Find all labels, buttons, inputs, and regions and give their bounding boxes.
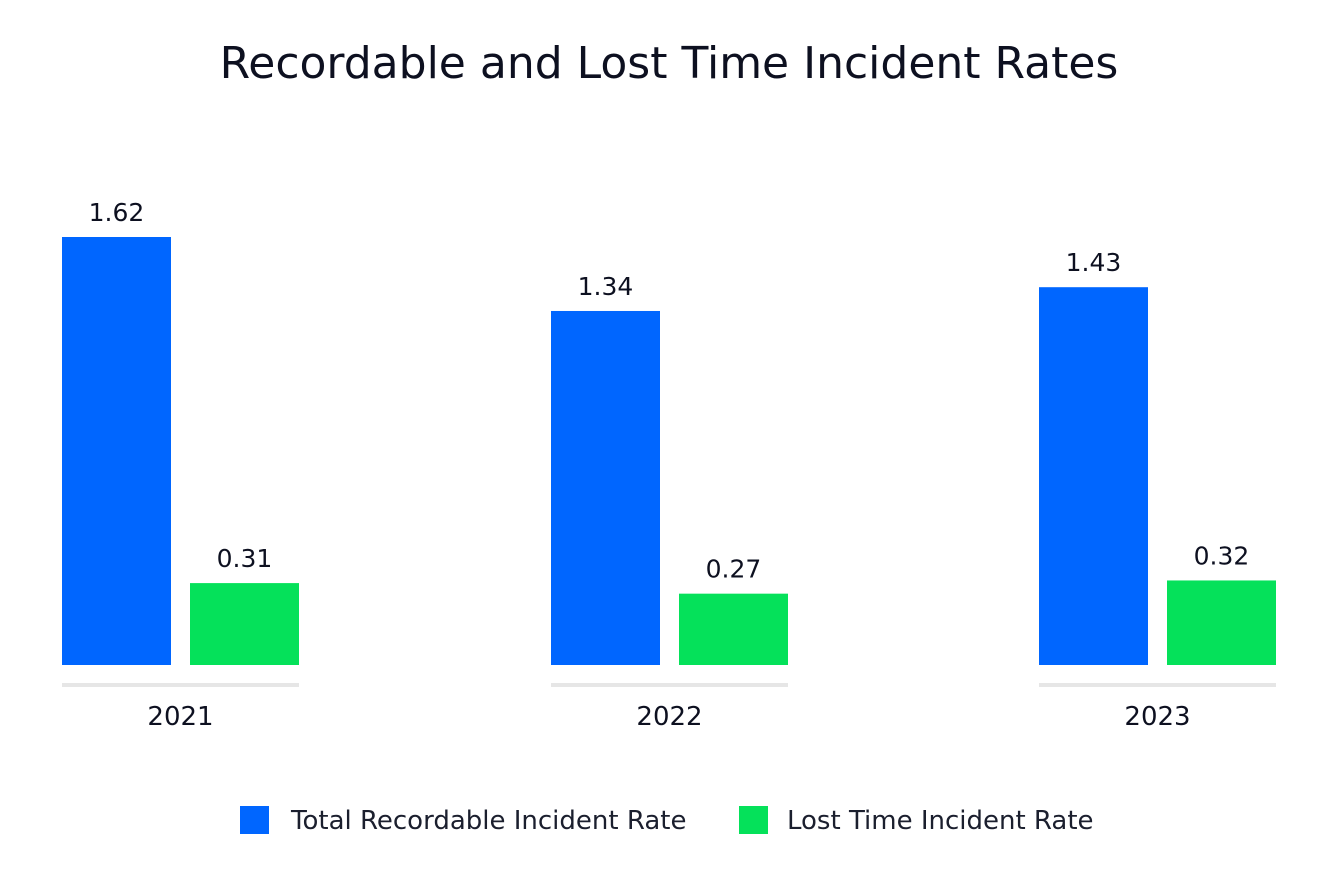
bar-2023-series-1 bbox=[1167, 580, 1276, 665]
bar-2021-series-0 bbox=[62, 237, 171, 665]
data-label-2023-series-0: 1.43 bbox=[1066, 248, 1122, 277]
legend-swatch-series-0 bbox=[240, 806, 269, 834]
legend-swatch-series-1 bbox=[739, 806, 768, 834]
chart-title: Recordable and Lost Time Incident Rates bbox=[220, 38, 1119, 89]
x-tick-label-2022: 2022 bbox=[636, 702, 702, 732]
x-tick-label-2023: 2023 bbox=[1124, 702, 1190, 732]
bar-2023-series-0 bbox=[1039, 287, 1148, 665]
data-label-2021-series-1: 0.31 bbox=[217, 544, 273, 573]
data-label-2021-series-0: 1.62 bbox=[89, 198, 145, 227]
data-label-2022-series-1: 0.27 bbox=[706, 555, 762, 584]
bar-2021-series-1 bbox=[190, 583, 299, 665]
legend: Total Recordable Incident Rate Lost Time … bbox=[240, 806, 1094, 836]
bar-2022-series-1 bbox=[679, 593, 788, 665]
data-label-2023-series-1: 0.32 bbox=[1194, 541, 1250, 570]
x-tick-label-2021: 2021 bbox=[147, 702, 213, 732]
legend-label-series-1: Lost Time Incident Rate bbox=[787, 806, 1094, 836]
bar-2022-series-0 bbox=[551, 310, 660, 665]
data-label-2022-series-0: 1.34 bbox=[578, 272, 634, 301]
legend-label-series-0: Total Recordable Incident Rate bbox=[290, 806, 686, 836]
plot-area: 1.62 0.31 2021 1.34 0.27 2022 1.43 0.32 2023 bbox=[62, 198, 1276, 732]
